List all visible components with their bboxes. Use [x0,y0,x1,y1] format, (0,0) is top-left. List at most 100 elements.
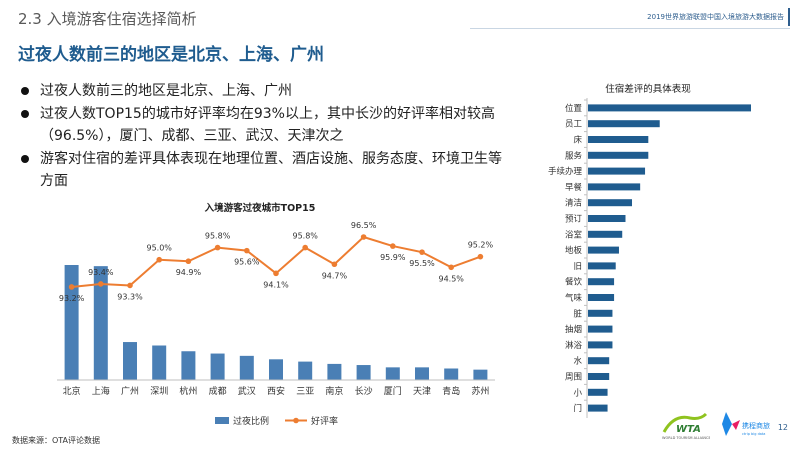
report-title: 2019世界旅游联盟中国入境旅游大数据报告 [647,13,784,21]
y-tick-label: 气味 [565,293,583,304]
hbar-11 [588,262,616,270]
header-accent-bar [788,8,790,26]
hbar-9 [588,230,623,238]
x-tick-label: 南京 [325,385,343,397]
x-tick-label: 西安 [267,385,285,397]
x-tick-label: 上海 [92,385,110,397]
rating-point-7 [244,247,250,254]
rating-data-label: 95.0% [146,244,172,253]
bar-5 [181,351,196,380]
y-tick-label: 服务 [565,150,583,161]
svg-text:WTA: WTA [676,424,701,435]
hbar-3 [588,136,649,143]
rating-data-label: 94.7% [322,271,348,280]
bar-3 [123,342,137,380]
bar-10 [327,363,342,380]
y-tick-label: 浴室 [565,229,583,240]
bar-14 [444,368,459,380]
hbar-15 [588,325,613,333]
svg-text:ctrip big data: ctrip big data [742,432,765,436]
bullet-item: 过夜人数TOP15的城市好评率均在93%以上，其中长沙的好评率相对较高（96.5… [21,103,510,147]
rating-point-15 [477,253,484,260]
rating-point-2 [98,281,104,287]
hbar-5 [588,167,646,175]
rating-point-12 [390,243,396,249]
hbar-4 [588,151,649,159]
svg-text:携程商旅: 携程商旅 [742,421,770,430]
rating-point-10 [331,261,338,268]
bar-7 [239,355,254,380]
legend-bar-label: 过夜比例 [233,415,269,427]
rating-data-label: 95.5% [409,259,435,268]
y-tick-label: 旧 [573,262,582,272]
rating-data-label: 95.8% [292,232,318,241]
legend-line-label: 好评率 [311,415,338,427]
hbar-19 [588,388,608,396]
rating-data-label: 95.9% [380,253,406,262]
x-tick-label: 三亚 [296,386,314,397]
rating-data-label: 93.2% [59,294,85,303]
rating-data-label: 95.8% [205,232,231,241]
x-tick-label: 武汉 [238,385,256,397]
rating-data-label: 94.5% [438,274,464,283]
bullet-item: 过夜人数前三的地区是北京、上海、广州 [21,80,510,102]
legend-line-marker [293,417,299,424]
y-tick-label: 手续办理 [548,166,583,177]
header-divider [470,28,790,29]
hbar-1 [588,104,751,112]
rating-point-14 [448,264,455,271]
hbar-17 [588,357,610,365]
chart-title: 住宿差评的具体表现 [605,83,691,95]
hbar-7 [588,199,633,207]
y-tick-label: 地板 [565,245,583,256]
bar-12 [385,367,400,380]
hbar-8 [588,215,626,222]
x-tick-label: 青岛 [442,385,460,397]
rating-data-label: 94.9% [176,268,202,277]
y-tick-label: 抽烟 [565,324,582,335]
x-tick-label: 北京 [63,385,81,397]
page-number: 12 [777,423,788,432]
ctrip-logo: 携程商旅 ctrip big data [718,408,778,444]
rating-point-13 [419,249,425,255]
bar-11 [356,365,371,380]
bar-4 [152,345,167,380]
rating-data-label: 94.1% [263,280,289,289]
x-tick-label: 广州 [121,385,139,397]
hbar-6 [588,183,641,191]
y-tick-label: 餐饮 [565,277,583,288]
hbar-13 [588,294,615,301]
x-tick-label: 长沙 [355,385,373,397]
legend-bar-swatch [215,417,229,424]
rating-data-label: 95.6% [234,258,260,267]
page-headline: 过夜人数前三的地区是北京、上海、广州 [18,45,324,65]
rating-point-5 [185,258,192,265]
bar-9 [298,361,313,380]
bar-1 [64,265,79,380]
y-tick-label: 清洁 [565,198,583,209]
rating-point-1 [68,284,75,290]
hbar-10 [588,246,619,254]
y-tick-label: 早餐 [565,183,583,193]
bad-review-chart: 住宿差评的具体表现位置员工床服务手续办理早餐清洁预订浴室地板旧餐饮气味脏抽烟淋浴… [548,83,751,418]
hbar-2 [588,120,660,128]
chart-title: 入境游客过夜城市TOP15 [204,202,316,214]
bar-15 [473,369,488,380]
rating-data-label: 96.5% [351,221,377,230]
rating-point-8 [273,270,279,277]
rating-point-6 [214,244,221,251]
x-tick-label: 杭州 [179,385,197,397]
rating-point-11 [360,234,367,240]
bar-13 [415,367,429,380]
section-title: 2.3 入境游客住宿选择简析 [18,10,197,28]
x-tick-label: 厦门 [384,385,402,397]
y-tick-label: 位置 [565,103,583,114]
hbar-16 [588,341,613,349]
rating-point-3 [127,282,133,289]
y-tick-label: 门 [573,403,582,414]
rating-point-9 [302,244,309,251]
data-source: 数据来源：OTA评论数据 [12,436,101,445]
hbar-18 [588,373,610,380]
bar-2 [93,266,108,380]
top15-cities-chart: 入境游客过夜城市TOP15 北京 上海 广州 深圳 杭州 成都 武汉 西安 三亚 南京 长沙 厦门 天津青… [57,202,495,427]
